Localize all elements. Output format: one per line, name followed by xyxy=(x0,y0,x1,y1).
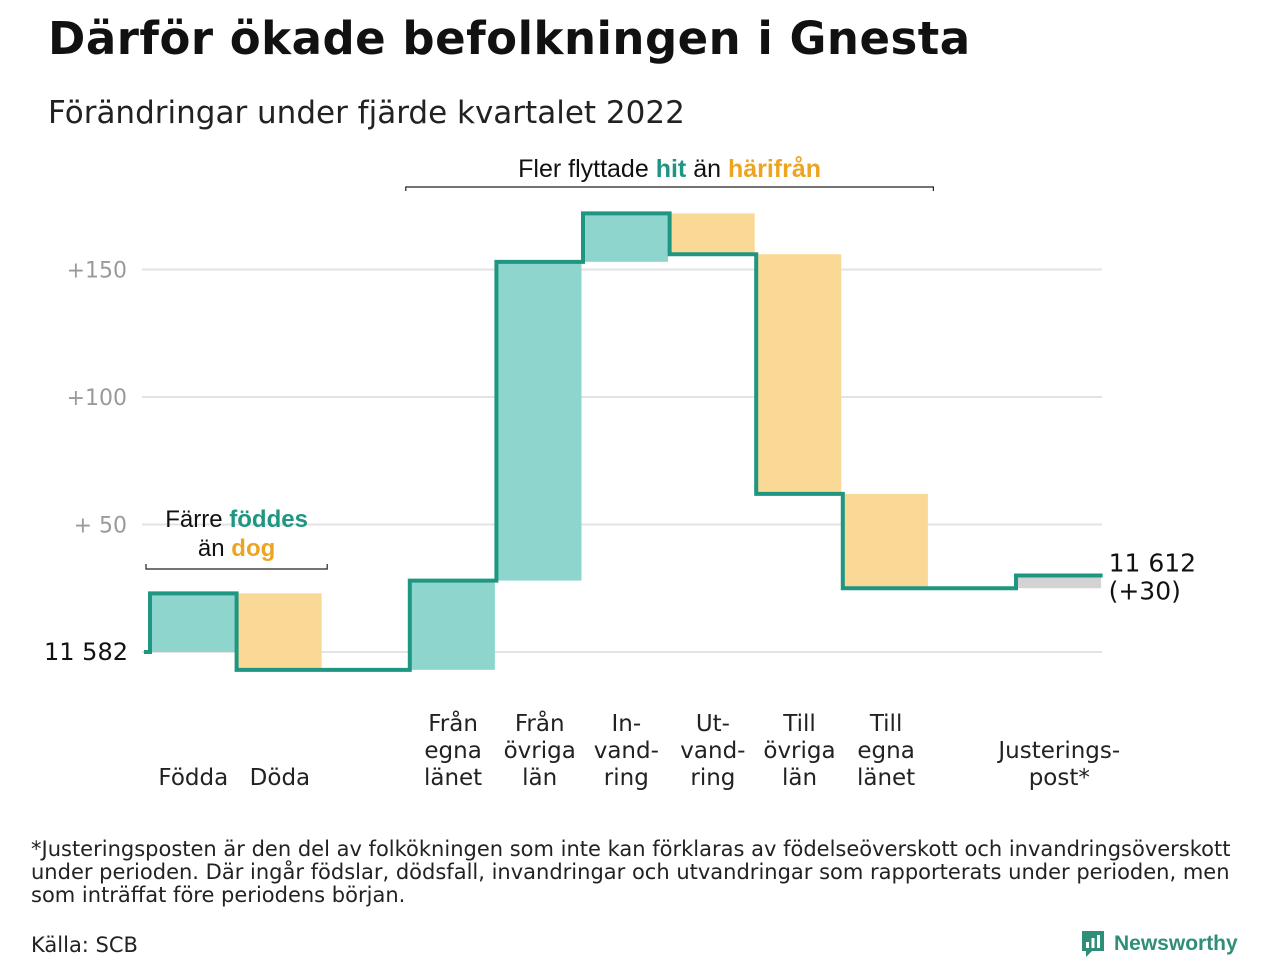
migration-bracket xyxy=(405,186,934,191)
category-label: Till egna länet xyxy=(857,711,915,791)
category-label-line: Från xyxy=(428,709,478,737)
category-label: In-vand-ring xyxy=(594,711,659,791)
annotation-text: Färre xyxy=(165,506,229,533)
waterfall-bar xyxy=(151,593,236,652)
category-label-line: vand- xyxy=(680,738,745,764)
category-label-line: länet xyxy=(424,765,482,791)
annotation-text: än xyxy=(198,535,231,562)
category-label-line: Ut- xyxy=(696,711,730,737)
annotation-text: härifrån xyxy=(728,155,821,183)
category-label: Födda xyxy=(158,765,228,791)
category-label: Från övriga län xyxy=(504,709,576,791)
annotation-text: dog xyxy=(231,535,275,562)
category-label-line: län xyxy=(782,765,817,791)
annotation-text: än xyxy=(686,155,728,183)
category-label: Justerings-post* xyxy=(996,738,1120,791)
category-label-line: ring xyxy=(604,765,649,791)
waterfall-bar xyxy=(757,254,842,494)
category-label-line: Justerings- xyxy=(996,738,1120,764)
births-annotation: Färre föddes xyxy=(165,506,308,533)
migration-annotation: Fler flyttade hit än härifrån xyxy=(518,155,821,183)
footnote: *Justeringsposten är den del av folkökni… xyxy=(31,837,1231,907)
births-bracket xyxy=(145,564,328,570)
category-label-line: egna xyxy=(424,738,481,764)
waterfall-bar xyxy=(1017,575,1102,589)
category-label-line: post* xyxy=(1029,765,1090,791)
y-tick-label: +100 xyxy=(67,386,127,411)
category-label-line: Döda xyxy=(250,765,310,791)
category-label-line: egna xyxy=(857,738,914,764)
waterfall-bar xyxy=(497,261,582,581)
cumulative-step-line xyxy=(144,211,1103,672)
category-label-line: Till xyxy=(869,711,903,737)
category-label-line: vand- xyxy=(594,738,659,764)
y-tick-label: +150 xyxy=(67,259,127,284)
end-value-label: (+30) xyxy=(1109,577,1181,606)
category-label: Ut-vand-ring xyxy=(680,711,745,791)
chart-subtitle: Förändringar under fjärde kvartalet 2022 xyxy=(48,95,685,131)
waterfall-bar xyxy=(411,580,495,670)
annotation-text: föddes xyxy=(229,506,308,533)
category-label-line: övriga xyxy=(504,738,576,764)
category-label: Döda xyxy=(250,765,310,791)
category-label: Till övriga län xyxy=(763,711,835,791)
waterfall-bar xyxy=(671,213,755,255)
category-label-line: övriga xyxy=(763,738,835,764)
y-tick-label: + 50 xyxy=(74,514,127,539)
category-label-line: ring xyxy=(690,765,735,791)
chart-title: Därför ökade befolkningen i Gnesta xyxy=(48,12,971,65)
brand-logo[interactable]: Newsworthy xyxy=(1080,928,1238,960)
annotation-text: hit xyxy=(656,155,687,183)
category-label-line: län xyxy=(522,765,557,791)
brand-name: Newsworthy xyxy=(1114,932,1238,955)
waterfall-bar xyxy=(844,493,928,589)
annotation-text: Fler flyttade xyxy=(518,155,656,183)
waterfall-bar xyxy=(584,213,669,262)
source-note: Källa: SCB xyxy=(31,933,138,957)
category-label-line: Från xyxy=(515,709,565,737)
bar-chart-logo-icon xyxy=(1082,931,1104,957)
category-label-line: In- xyxy=(611,711,641,737)
category-label-line: länet xyxy=(857,765,915,791)
end-value-label: 11 612 xyxy=(1109,549,1196,578)
births-annotation-line2: än dog xyxy=(198,535,275,562)
category-label-line: Födda xyxy=(158,765,228,791)
waterfall-bar xyxy=(238,593,322,670)
category-label-line: Till xyxy=(782,711,816,737)
start-value-label: 11 582 xyxy=(44,638,128,666)
category-label: Från egna länet xyxy=(424,709,482,791)
